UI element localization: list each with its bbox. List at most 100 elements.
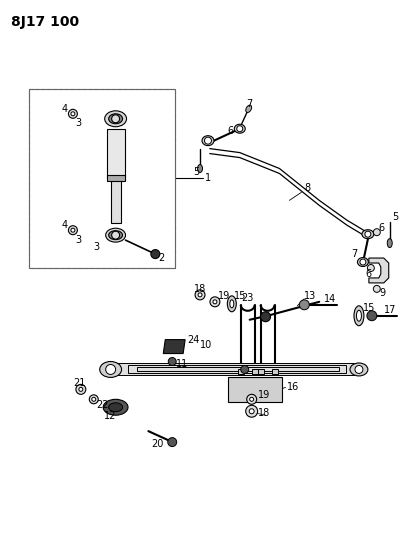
Ellipse shape [246,105,252,112]
Text: 15: 15 [363,303,375,313]
Circle shape [373,285,380,293]
Text: 13: 13 [304,291,317,301]
Circle shape [168,358,176,366]
Circle shape [247,394,256,404]
Ellipse shape [362,230,374,239]
Text: 19: 19 [258,390,270,400]
Circle shape [89,395,98,404]
Circle shape [195,290,205,300]
Text: 8J17 100: 8J17 100 [11,15,79,29]
Text: 21: 21 [73,378,85,389]
Bar [252,369,258,375]
Text: 18: 18 [194,284,206,294]
Circle shape [76,384,86,394]
Circle shape [249,409,254,414]
Ellipse shape [106,228,126,242]
Bar [29,89,175,268]
Ellipse shape [109,403,123,411]
Bar [107,175,125,181]
Bar [111,179,121,223]
Circle shape [71,228,75,232]
Circle shape [261,312,270,322]
Ellipse shape [387,239,392,248]
Text: 4: 4 [62,220,68,230]
Circle shape [367,264,374,271]
Ellipse shape [100,361,121,377]
Text: 5: 5 [392,212,398,222]
Text: 17: 17 [384,305,396,315]
Circle shape [210,297,220,307]
Circle shape [299,300,309,310]
Text: 3: 3 [75,235,81,245]
Circle shape [373,229,380,236]
Text: 22: 22 [97,400,109,410]
Circle shape [355,366,363,374]
Ellipse shape [357,257,369,266]
Circle shape [79,387,83,391]
Bar [228,377,283,402]
Text: 20: 20 [151,439,164,449]
Bar [107,129,125,179]
Ellipse shape [109,114,123,124]
Text: 5: 5 [193,167,199,177]
Polygon shape [116,364,354,375]
Circle shape [68,225,77,235]
Bar [258,369,263,375]
Ellipse shape [198,165,202,173]
Circle shape [168,438,177,447]
Circle shape [241,366,249,374]
Circle shape [249,397,254,401]
Circle shape [68,109,77,118]
Circle shape [151,249,160,259]
Circle shape [198,293,202,297]
Bar [29,89,175,268]
Ellipse shape [105,111,126,127]
Text: 3: 3 [75,118,81,128]
Text: 6: 6 [228,126,234,136]
Text: 6: 6 [365,269,371,279]
Circle shape [246,405,258,417]
Text: 6: 6 [379,223,385,233]
Text: 7: 7 [246,99,252,109]
Ellipse shape [230,300,234,308]
Text: 15: 15 [234,291,246,301]
Ellipse shape [103,399,128,415]
Circle shape [367,311,377,321]
Circle shape [112,115,119,123]
Text: 23: 23 [242,293,254,303]
Ellipse shape [357,310,362,321]
Text: 2: 2 [158,253,164,263]
Text: 18: 18 [258,408,270,418]
Bar [238,369,244,375]
Ellipse shape [234,124,245,133]
Circle shape [213,300,217,304]
Ellipse shape [109,231,123,240]
Circle shape [92,397,96,401]
Polygon shape [369,258,389,283]
Text: 3: 3 [94,242,100,252]
Circle shape [71,112,75,116]
Bar [272,369,277,375]
Text: 11: 11 [176,359,189,369]
Polygon shape [137,367,339,372]
Text: 7: 7 [351,249,357,259]
Text: 19: 19 [218,291,230,301]
Text: 16: 16 [288,382,300,392]
Circle shape [237,126,243,132]
Text: 24: 24 [187,335,200,345]
Circle shape [112,231,119,239]
Text: 9: 9 [380,288,386,298]
Ellipse shape [354,306,364,326]
Text: 14: 14 [324,294,337,304]
Text: 10: 10 [200,340,212,350]
Circle shape [106,365,116,375]
Text: 1: 1 [205,173,211,183]
Polygon shape [128,366,346,374]
Ellipse shape [227,296,236,312]
Circle shape [360,259,366,265]
Text: 4: 4 [62,104,68,114]
Polygon shape [163,340,185,353]
Text: 12: 12 [104,411,116,421]
Ellipse shape [350,363,368,376]
Text: 8: 8 [304,183,310,193]
